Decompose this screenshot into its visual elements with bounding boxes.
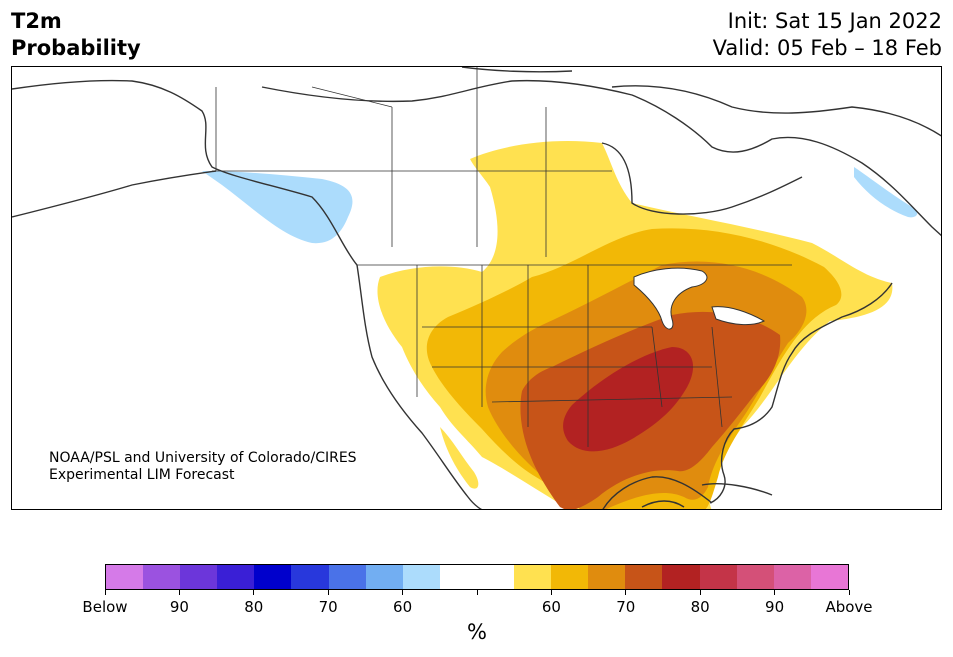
colorbar-tick-label: 90 bbox=[169, 598, 189, 616]
colorbar-segment bbox=[180, 565, 218, 589]
colorbar-tick-label: 90 bbox=[765, 598, 785, 616]
colorbar-segment bbox=[328, 565, 366, 589]
forecast-dates: Init: Sat 15 Jan 2022 Valid: 05 Feb – 18… bbox=[713, 8, 942, 62]
colorbar-tick-mark bbox=[402, 590, 404, 595]
variable-label: T2m bbox=[11, 9, 62, 33]
colorbar-tick-label: 60 bbox=[541, 598, 561, 616]
colorbar-tick-mark bbox=[253, 590, 255, 595]
colorbar-tick-mark bbox=[699, 590, 701, 595]
colorbar-tick-label: 70 bbox=[318, 598, 338, 616]
colorbar-segment bbox=[143, 565, 181, 589]
below-region-labrador bbox=[854, 167, 918, 218]
colorbar-segment bbox=[106, 565, 144, 589]
colorbar-tick-label: 80 bbox=[690, 598, 710, 616]
credit-line-1: NOAA/PSL and University of Colorado/CIRE… bbox=[49, 450, 357, 466]
credit-line-2: Experimental LIM Forecast bbox=[49, 467, 235, 483]
state-boundaries bbox=[212, 67, 792, 447]
colorbar-segment bbox=[773, 565, 811, 589]
colorbar-segment bbox=[254, 565, 292, 589]
colorbar-tick-mark bbox=[104, 590, 106, 595]
colorbar-segment bbox=[551, 565, 589, 589]
below-region-alaska bbox=[202, 171, 353, 244]
great-lakes bbox=[633, 267, 766, 330]
colorbar-tick-mark bbox=[625, 590, 627, 595]
colorbar-tick-mark bbox=[550, 590, 552, 595]
valid-range: Valid: 05 Feb – 18 Feb bbox=[712, 36, 942, 60]
colorbar-segment bbox=[625, 565, 663, 589]
colorbar-segment bbox=[217, 565, 255, 589]
colorbar-unit: % bbox=[467, 620, 487, 644]
colorbar-tick-label: 70 bbox=[616, 598, 636, 616]
colorbar-segment bbox=[439, 565, 477, 589]
colorbar-tick-label: 80 bbox=[244, 598, 264, 616]
forecast-map bbox=[11, 66, 942, 510]
map-title: T2m Probability bbox=[11, 8, 141, 62]
colorbar-tick-mark bbox=[476, 590, 478, 595]
product-label: Probability bbox=[11, 36, 141, 60]
init-date: Init: Sat 15 Jan 2022 bbox=[727, 9, 942, 33]
coastlines bbox=[12, 67, 941, 509]
colorbar-tick-mark bbox=[178, 590, 180, 595]
colorbar-segment bbox=[291, 565, 329, 589]
colorbar-tick-mark bbox=[327, 590, 329, 595]
colorbar-tick-label: 60 bbox=[393, 598, 413, 616]
colorbar-tick-mark bbox=[774, 590, 776, 595]
colorbar-segment bbox=[588, 565, 626, 589]
map-canvas bbox=[12, 67, 941, 509]
colorbar-segment bbox=[736, 565, 774, 589]
colorbar-tick-label: Above bbox=[825, 598, 873, 616]
colorbar-segment bbox=[514, 565, 552, 589]
data-credit: NOAA/PSL and University of Colorado/CIRE… bbox=[49, 450, 357, 484]
colorbar-segment bbox=[365, 565, 403, 589]
colorbar-segment bbox=[810, 565, 848, 589]
colorbar-segment bbox=[476, 565, 515, 589]
probability-colorbar bbox=[105, 564, 849, 590]
above-60-baja bbox=[440, 427, 479, 489]
colorbar-segment bbox=[699, 565, 737, 589]
colorbar-tick-mark bbox=[848, 590, 850, 595]
colorbar-tick-label: Below bbox=[82, 598, 128, 616]
colorbar-segment bbox=[402, 565, 440, 589]
colorbar-segment bbox=[662, 565, 700, 589]
